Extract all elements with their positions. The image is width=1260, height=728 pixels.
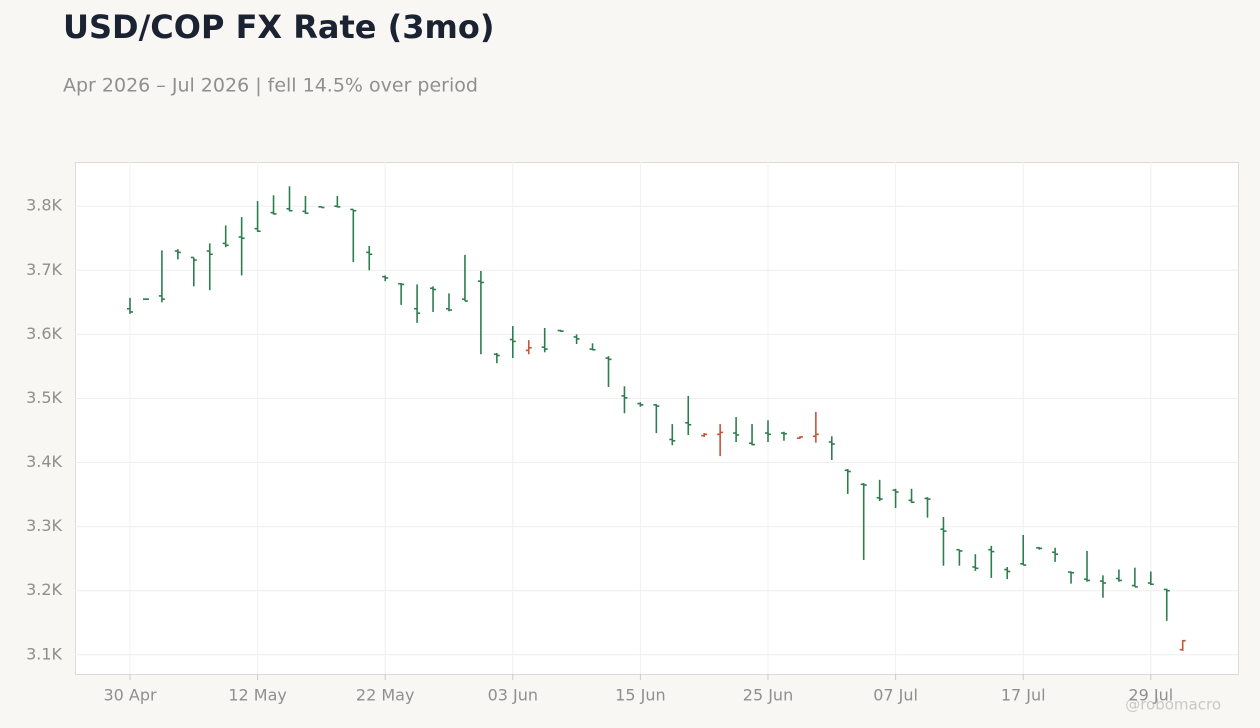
x-tick-label: 03 Jun [488,686,538,705]
chart-subtitle: Apr 2026 – Jul 2026 | fell 14.5% over pe… [63,75,478,97]
y-tick-label: 3.1K [26,644,62,663]
x-tick-label: 25 Jun [743,686,793,705]
x-tick-label: 07 Jul [873,686,918,705]
x-tick-label: 12 May [228,686,287,705]
y-tick-label: 3.3K [26,516,62,535]
x-tick-label: 15 Jun [615,686,665,705]
y-tick-label: 3.5K [26,388,62,407]
x-tick-label: 17 Jul [1001,686,1046,705]
y-tick-label: 3.6K [26,324,62,343]
watermark: @robomacro [1125,696,1221,714]
y-tick-label: 3.2K [26,580,62,599]
x-tick-label: 29 Jul [1128,686,1173,705]
x-tick-label: 22 May [356,686,415,705]
y-tick-label: 3.7K [26,260,62,279]
x-tick-label: 30 Apr [103,686,157,705]
y-tick-label: 3.8K [26,196,62,215]
chart-title: USD/COP FX Rate (3mo) [63,8,494,46]
y-tick-label: 3.4K [26,452,62,471]
